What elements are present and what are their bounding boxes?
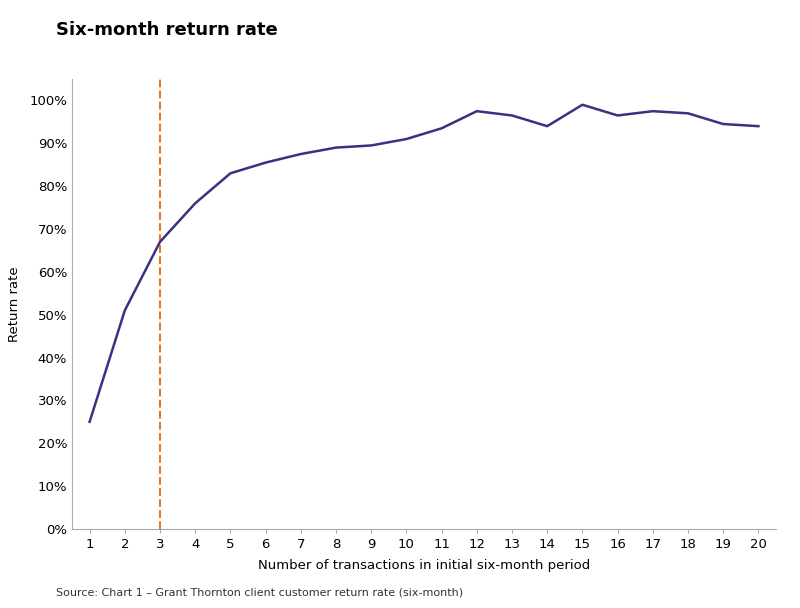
X-axis label: Number of transactions in initial six-month period: Number of transactions in initial six-mo…: [258, 559, 590, 572]
Y-axis label: Return rate: Return rate: [8, 266, 21, 342]
Text: Source: Chart 1 – Grant Thornton client customer return rate (six-month): Source: Chart 1 – Grant Thornton client …: [56, 587, 463, 597]
Text: Six-month return rate: Six-month return rate: [56, 21, 278, 40]
